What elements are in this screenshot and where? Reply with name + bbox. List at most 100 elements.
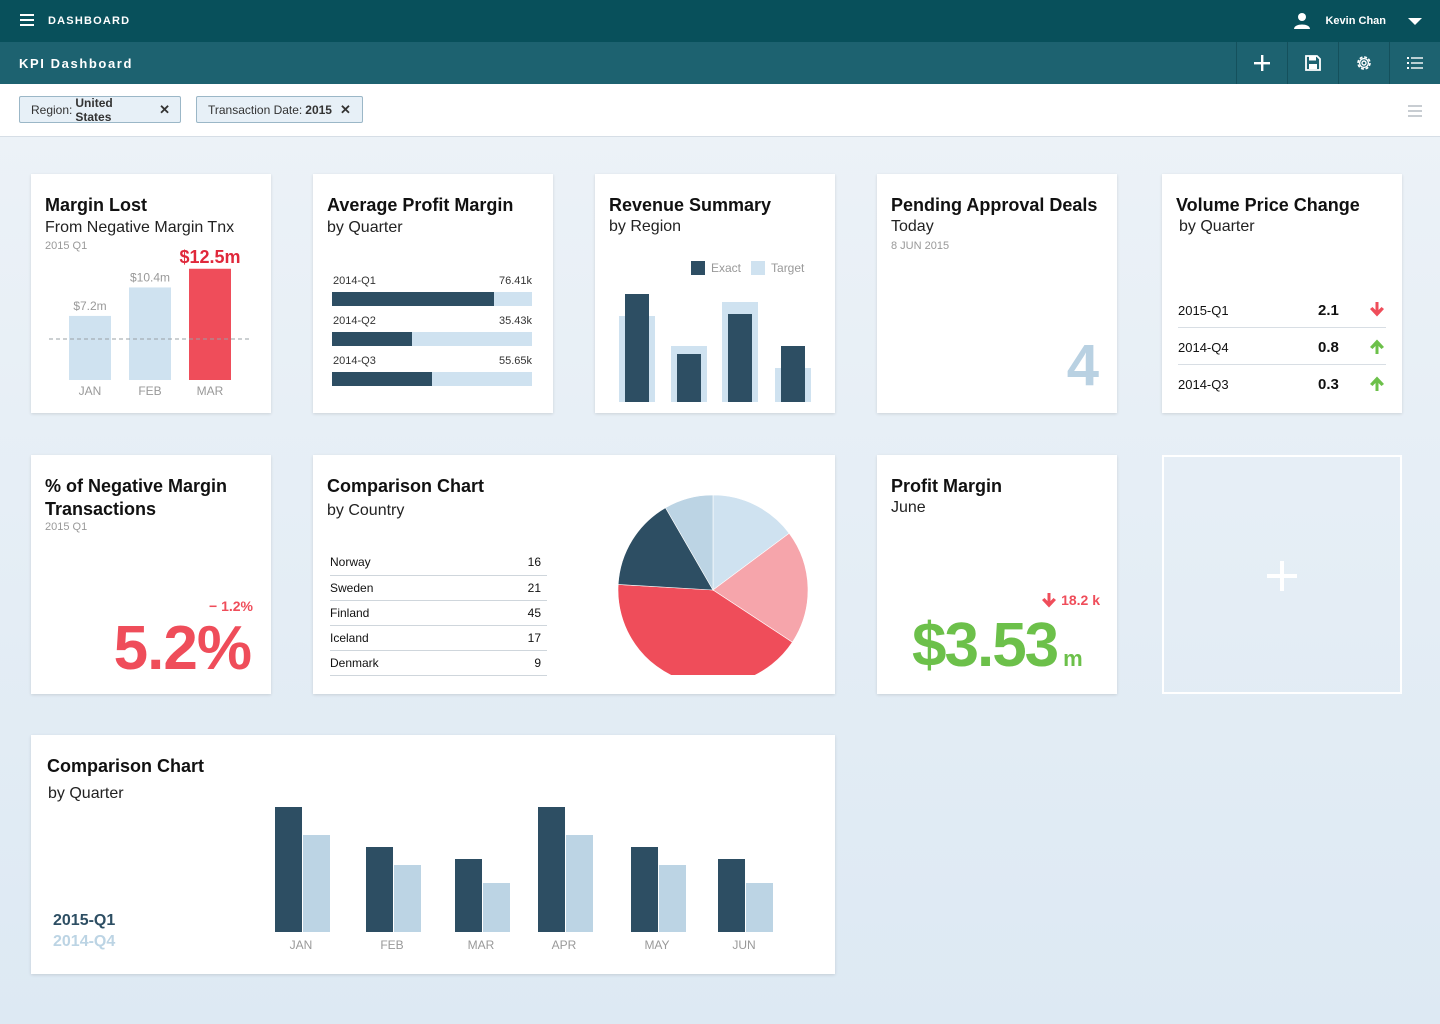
filter-key: Transaction Date: [208,102,303,117]
bar [631,847,658,932]
country-name: Finland [330,600,486,626]
tick-label: MAR [468,938,495,952]
card-meta: 2015 Q1 [45,521,88,533]
country-table: Norway 16 Sweden 21 Finland 45 Iceland 17 De… [330,550,547,676]
volume-label: 2014-Q3 [1178,377,1229,392]
country-name: Norway [330,550,486,576]
arrow-up-icon [1370,339,1384,354]
big-percent-value: 5.2% [113,614,252,683]
country-name: Iceland [330,625,486,651]
pie-slice [617,507,714,591]
table-row: Iceland 17 [330,625,547,651]
country-value: 21 [485,575,547,601]
volume-value: 2.1 [1318,302,1339,319]
country-value: 45 [485,600,547,626]
plus-icon [1267,561,1297,591]
add-button[interactable] [1236,42,1287,84]
bar [303,835,330,932]
close-icon[interactable]: ✕ [159,101,170,117]
bar [659,865,686,932]
card-title: Average Profit Margin [327,195,514,215]
data-label: $12.5m [179,247,240,267]
card-title: Comparison Chart [47,756,205,776]
bar [189,268,231,380]
profit-amount: $3.53 [912,611,1059,680]
bar [455,859,482,932]
settings-button[interactable] [1338,42,1389,84]
page-title: KPI Dashboard [19,56,133,71]
app-title: DASHBOARD [48,15,131,27]
volume-row: 2014-Q3 0.3 [1178,366,1386,402]
pie-slice [617,584,793,675]
table-row: Finland 45 [330,600,547,626]
tick-label: FEB [138,384,161,398]
menu-icon[interactable] [20,14,34,26]
user-name: Kevin Chan [1325,15,1386,27]
volume-price-card[interactable]: Volume Price Change by Quarter 2015-Q1 2.… [1162,174,1402,413]
bar [394,865,421,932]
page-header: KPI Dashboard [0,42,1440,84]
country-name: Sweden [330,575,486,601]
pending-count: 4 [1066,333,1099,398]
filter-value: 2015 [305,102,332,117]
volume-value: 0.8 [1318,339,1339,356]
bar [718,859,745,932]
bar-value: 76.41k [498,275,532,287]
filter-chip-region[interactable]: Region: United States ✕ [19,96,181,124]
card-subtitle: June [891,499,926,516]
delta-indicator: 18.2 k [1042,592,1100,608]
bar [129,287,171,380]
avg-profit-card[interactable]: Average Profit Margin by Quarter 2014-Q1… [313,174,553,413]
profit-margin-card[interactable]: Profit Margin June 18.2 k $3.53 m [877,455,1117,694]
legend-swatch [691,261,705,275]
close-icon[interactable]: ✕ [339,101,351,117]
country-value: 17 [485,625,547,651]
volume-value: 0.3 [1318,376,1339,393]
legend-label: 2015-Q1 [53,912,116,929]
bar-track [332,372,532,386]
bar-track [332,292,532,306]
filter-chip-date[interactable]: Transaction Date: 2015 ✕ [196,96,363,123]
list-icon [1407,57,1423,69]
comparison-quarter-card[interactable]: Comparison Chart by Quarter 2015-Q1 2014… [31,735,835,974]
pie-slice [665,494,714,592]
bar-value: 35.43k [498,315,532,327]
card-title: % of Negative Margin Transactions [45,475,227,521]
volume-label: 2015-Q1 [1178,303,1229,318]
revenue-card[interactable]: Revenue Summary by Region Exact Target [595,174,835,413]
volume-row: 2015-Q1 2.1 [1178,292,1386,328]
legend-label: Target [771,261,805,275]
negative-margin-card[interactable]: % of Negative Margin Transactions 2015 Q… [31,455,271,694]
filter-key: Region: [31,102,73,117]
bar-label: 2014-Q2 [333,315,376,327]
tick-label: JUN [732,938,755,952]
filter-menu-icon[interactable] [1408,105,1422,120]
card-title: Comparison Chart [327,476,485,496]
add-widget-button[interactable] [1162,455,1402,694]
bar-exact [781,346,805,402]
country-name: Denmark [330,650,486,676]
bar-fill [332,332,412,346]
bar [566,835,593,932]
list-button[interactable] [1389,42,1440,84]
legend-label: Exact [711,261,742,275]
arrow-up-icon [1370,376,1384,391]
bar [538,807,565,932]
save-button[interactable] [1287,42,1338,84]
tick-label: FEB [380,938,403,952]
margin-lost-card[interactable]: Margin Lost From Negative Margin Tnx 201… [31,174,271,413]
comparison-country-card[interactable]: Comparison Chart by Country Norway 16 Swe… [313,455,835,694]
user-menu[interactable]: Kevin Chan [1293,12,1422,30]
user-icon [1294,13,1311,29]
bar-fill [332,292,494,306]
bar-exact [625,294,649,402]
chart-legend: Exact Target [691,261,804,275]
pie-slice [712,532,809,643]
chevron-down-icon[interactable] [1408,17,1422,25]
profit-value: $3.53 m [912,613,1083,679]
arrow-down-icon [1370,302,1384,317]
card-subtitle: by Quarter [327,219,403,236]
profit-unit: m [1063,646,1083,671]
bar-label: 2014-Q1 [333,275,376,287]
pending-deals-card[interactable]: Pending Approval Deals Today 8 JUN 2015 … [877,174,1117,413]
